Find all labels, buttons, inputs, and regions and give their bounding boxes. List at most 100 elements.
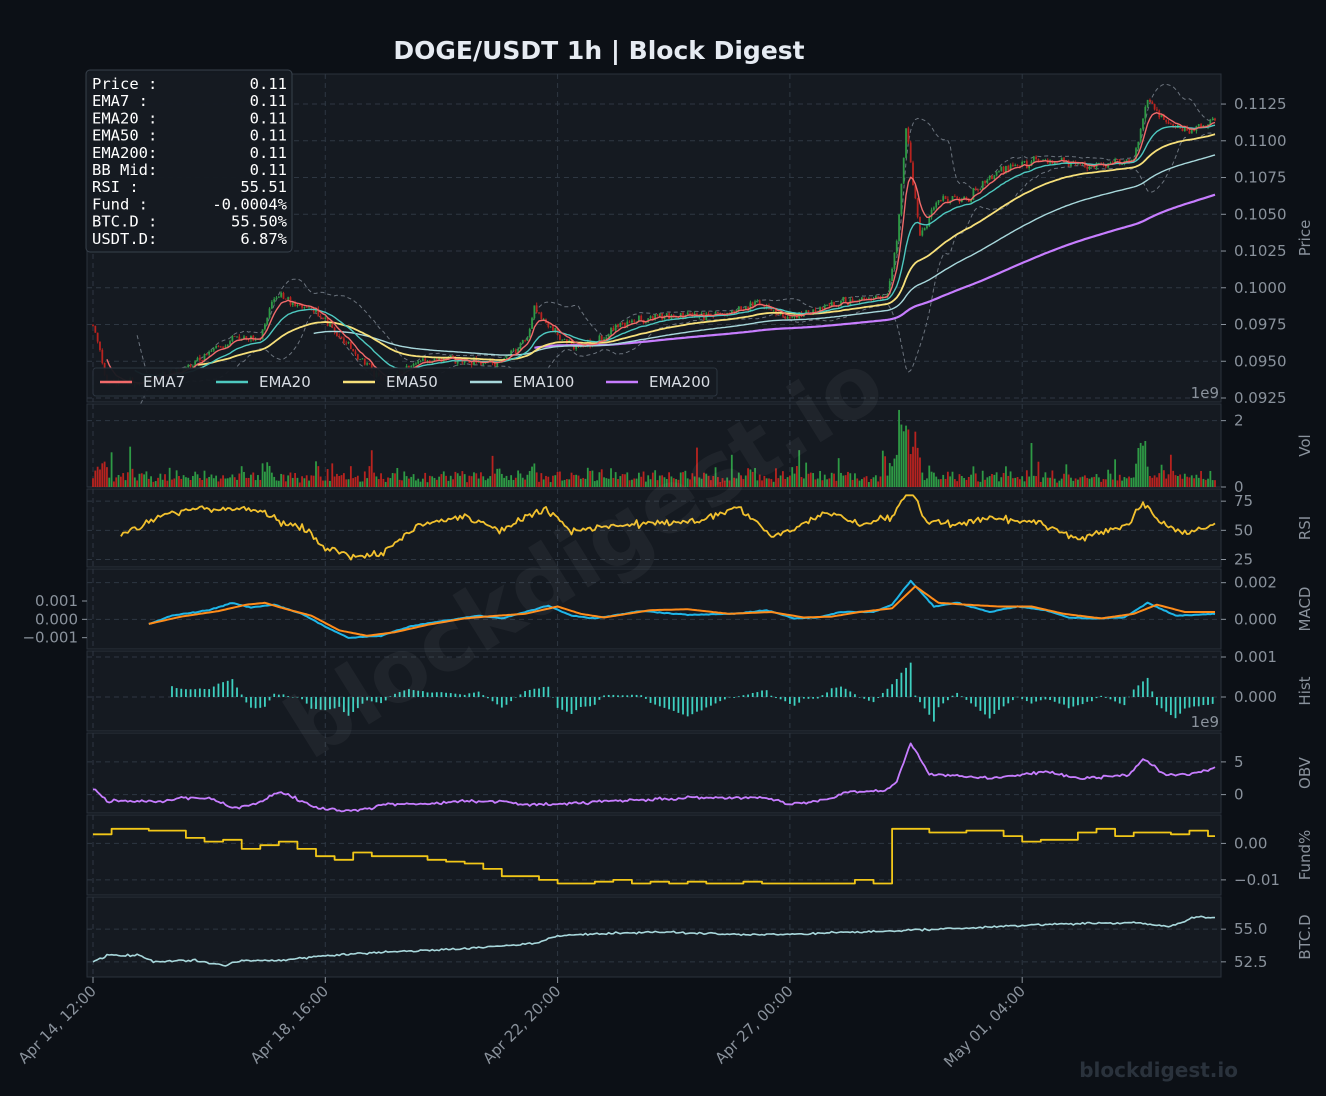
volume-bar bbox=[115, 477, 118, 487]
candle-body bbox=[210, 350, 213, 352]
candle-body bbox=[1135, 148, 1137, 160]
candle-body bbox=[368, 363, 371, 365]
volume-bar bbox=[840, 472, 842, 487]
candle-body bbox=[298, 305, 301, 306]
hist-bar bbox=[793, 697, 796, 706]
hist-bar bbox=[723, 697, 726, 700]
volume-bar bbox=[716, 477, 719, 487]
candle-body bbox=[361, 358, 364, 360]
hist-bar bbox=[626, 695, 629, 697]
candle-body bbox=[610, 327, 612, 335]
volume-bar bbox=[891, 466, 894, 487]
hist-bar bbox=[477, 691, 480, 697]
hist-bar bbox=[1086, 697, 1089, 702]
volume-bar bbox=[315, 461, 317, 487]
volume-bar bbox=[166, 480, 169, 487]
volume-bar bbox=[638, 472, 640, 487]
volume-bar bbox=[1097, 477, 1100, 487]
volume-bar bbox=[809, 472, 812, 487]
hist-bar bbox=[672, 697, 675, 711]
volume-bar bbox=[733, 477, 736, 487]
candle-body bbox=[1016, 165, 1019, 166]
candle-body bbox=[559, 334, 561, 340]
candle-body bbox=[995, 171, 998, 176]
hist-bar bbox=[1077, 697, 1079, 706]
hist-bar bbox=[1007, 697, 1010, 704]
candle-body bbox=[317, 309, 320, 317]
info-box: Price : 0.11 EMA7 : 0.11 EMA20 : 0.11 EMA50 : 0… bbox=[85, 69, 293, 253]
volume-bar bbox=[1207, 478, 1209, 487]
candle-body bbox=[923, 228, 926, 231]
info-label: EMA200: bbox=[92, 144, 157, 162]
hist-bar bbox=[812, 697, 815, 699]
volume-bar bbox=[1156, 477, 1158, 487]
volume-bar bbox=[561, 480, 564, 487]
candle-body bbox=[631, 320, 633, 323]
candle-body bbox=[468, 360, 471, 363]
volume-bar bbox=[447, 480, 450, 487]
hist-bar bbox=[296, 697, 299, 698]
candle-body bbox=[744, 307, 747, 311]
candle-body bbox=[254, 339, 257, 341]
hist-bar bbox=[1090, 697, 1093, 702]
volume-bar bbox=[261, 463, 264, 487]
volume-bar bbox=[772, 481, 775, 487]
volume-bar bbox=[1169, 454, 1172, 487]
candle-body bbox=[819, 307, 821, 312]
volume-bar bbox=[473, 472, 475, 487]
hist-bar bbox=[556, 697, 559, 708]
hist-bar bbox=[1156, 697, 1158, 706]
volume-bar bbox=[651, 472, 654, 487]
candle-body bbox=[264, 324, 266, 330]
volume-bar bbox=[319, 476, 322, 487]
volume-bar bbox=[642, 471, 645, 487]
candle-body bbox=[1144, 106, 1147, 119]
volume-bar bbox=[995, 472, 998, 487]
volume-bar bbox=[540, 473, 543, 487]
volume-bar bbox=[1190, 475, 1193, 487]
volume-bar bbox=[914, 431, 917, 487]
candle-body bbox=[902, 157, 905, 184]
candle-body bbox=[772, 309, 775, 311]
hist-bar bbox=[389, 696, 392, 697]
hist-bar bbox=[500, 697, 503, 708]
volume-bar bbox=[1014, 477, 1017, 487]
footer-watermark: blockdigest.io bbox=[1079, 1058, 1238, 1082]
hist-bar bbox=[821, 695, 824, 697]
volume-bar bbox=[1095, 474, 1098, 487]
candle-body bbox=[935, 202, 938, 208]
volume-bar bbox=[1153, 475, 1156, 487]
candle-body bbox=[419, 360, 422, 362]
candle-body bbox=[1186, 126, 1189, 131]
volume-bar bbox=[812, 473, 815, 487]
candle-body bbox=[912, 162, 914, 186]
candle-body bbox=[874, 295, 877, 299]
volume-bar bbox=[342, 473, 345, 487]
volume-bar bbox=[640, 476, 643, 487]
volume-bar bbox=[912, 446, 914, 487]
hist-bar bbox=[1193, 697, 1195, 707]
hist-bar bbox=[946, 697, 949, 701]
candle-body bbox=[282, 292, 285, 299]
candle-body bbox=[438, 358, 441, 360]
volume-bar bbox=[721, 478, 724, 487]
hist-bar bbox=[1197, 697, 1200, 707]
candle-body bbox=[426, 360, 429, 362]
volume-bar bbox=[291, 477, 294, 487]
volume-bar bbox=[150, 476, 152, 487]
volume-bar bbox=[835, 480, 838, 487]
volume-bar bbox=[807, 473, 810, 487]
candle-body bbox=[1070, 162, 1072, 167]
y-axis-label-volume: Vol bbox=[1296, 434, 1314, 456]
candle-body bbox=[1116, 159, 1119, 160]
hist-bar bbox=[719, 697, 722, 702]
volume-bar bbox=[949, 476, 952, 487]
panel-funding: −0.01 0.00 Fund% bbox=[86, 814, 1314, 896]
volume-bar bbox=[298, 482, 301, 487]
volume-bar bbox=[821, 480, 824, 487]
volume-bar bbox=[765, 478, 768, 487]
candle-body bbox=[617, 324, 619, 327]
hist-bar bbox=[826, 692, 828, 697]
volume-bar bbox=[1142, 445, 1144, 487]
hist-bar bbox=[984, 697, 986, 715]
